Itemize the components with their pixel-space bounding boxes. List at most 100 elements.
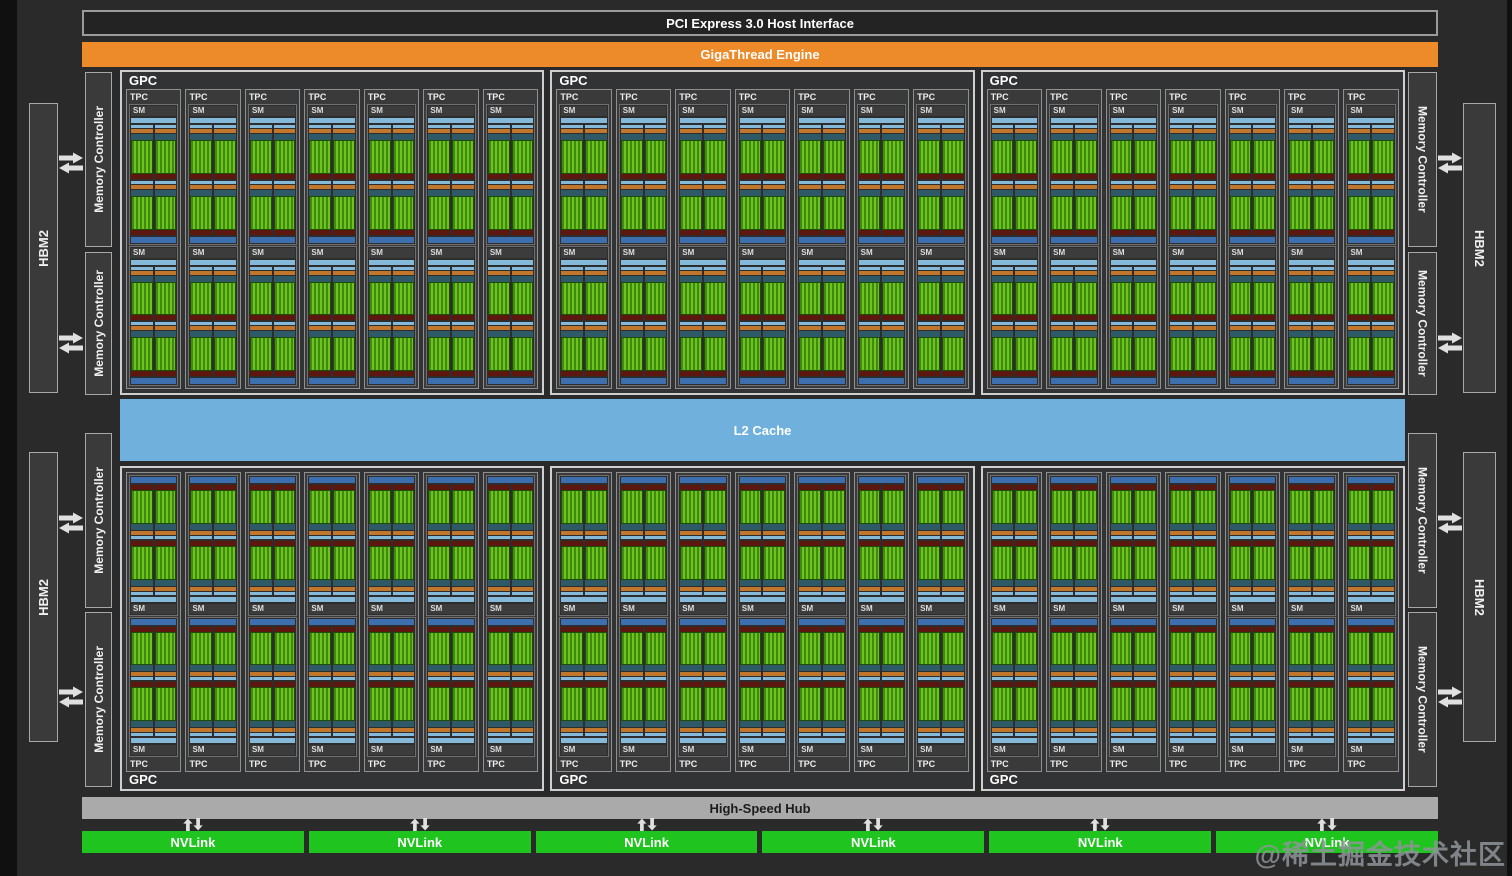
warp-scheduler-bar xyxy=(1193,530,1216,535)
l0-cache-bar xyxy=(1193,125,1216,128)
l0-cache-bar xyxy=(991,677,1014,681)
sm-processing-block xyxy=(487,626,510,681)
register-file-bar xyxy=(799,523,821,530)
core-array xyxy=(1015,687,1038,721)
sm-processing-block xyxy=(131,266,153,321)
sm-processing-row xyxy=(858,266,905,321)
l1-instruction-cache-bar xyxy=(487,118,534,123)
l0-cache-bar xyxy=(249,733,272,736)
warp-scheduler-bar xyxy=(561,672,584,677)
sm-processing-block xyxy=(1110,180,1133,235)
core-array xyxy=(620,140,643,174)
sm-processing-row xyxy=(1110,180,1157,235)
core-array xyxy=(585,140,607,174)
l0-cache-bar xyxy=(131,677,153,681)
l0-cache-bar xyxy=(1372,733,1394,736)
warp-scheduler-bar xyxy=(1134,184,1157,189)
register-file-bar xyxy=(882,721,905,727)
tpc-label: TPC xyxy=(619,759,638,769)
sm-processing-block xyxy=(704,682,726,736)
l1-instruction-cache-bar xyxy=(1229,118,1275,123)
sm-processing-row xyxy=(918,266,964,321)
load-store-bar xyxy=(858,682,881,688)
warp-scheduler-bar xyxy=(763,270,786,275)
core-array xyxy=(739,337,762,371)
register-file-bar xyxy=(1170,275,1192,282)
l0-cache-bar xyxy=(511,733,534,736)
register-file-bar xyxy=(561,579,584,586)
l0-cache-bar xyxy=(1289,322,1311,326)
l0-cache-bar xyxy=(249,266,272,270)
load-store-bar xyxy=(1253,540,1275,546)
warp-scheduler-bar xyxy=(154,270,177,275)
register-file-bar xyxy=(392,189,415,196)
l0-cache-bar xyxy=(249,322,272,326)
warp-scheduler-bar xyxy=(799,184,821,189)
texture-unit-bar xyxy=(368,236,415,243)
load-store-bar xyxy=(585,626,607,632)
l0-cache-bar xyxy=(704,535,726,539)
l0-cache-bar xyxy=(214,733,236,736)
l0-cache-bar xyxy=(858,125,881,128)
sm-processing-row xyxy=(1170,485,1216,539)
l1-instruction-cache-bar xyxy=(487,738,534,743)
sm-processing-row xyxy=(991,485,1038,539)
sm-processing-block xyxy=(941,322,964,376)
core-array xyxy=(273,545,296,580)
l0-cache-bar xyxy=(882,322,905,326)
l0-cache-bar xyxy=(561,733,584,736)
register-file-bar xyxy=(644,189,667,196)
warp-scheduler-bar xyxy=(1170,184,1192,189)
core-array xyxy=(644,337,667,371)
sm-block: SM xyxy=(366,104,417,245)
register-file-bar xyxy=(249,189,272,196)
l0-cache-bar xyxy=(392,322,415,326)
sm-processing-block xyxy=(1015,626,1038,681)
warp-scheduler-bar xyxy=(822,184,845,189)
core-array xyxy=(1074,545,1097,580)
sm-processing-row xyxy=(309,266,355,321)
load-store-bar xyxy=(1348,485,1371,490)
load-store-bar xyxy=(918,229,940,235)
warp-scheduler-bar xyxy=(309,326,332,331)
sm-processing-block xyxy=(1051,125,1073,179)
l0-cache-bar xyxy=(1134,591,1157,595)
warp-scheduler-bar xyxy=(704,270,726,275)
warp-scheduler-bar xyxy=(918,672,940,677)
sm-processing-block xyxy=(561,485,584,539)
l0-cache-bar xyxy=(392,677,415,681)
l0-cache-bar xyxy=(1015,591,1038,595)
hbm2-block: HBM2 xyxy=(29,103,58,393)
sm-processing-block xyxy=(763,180,786,235)
l1-instruction-cache-bar xyxy=(131,259,177,265)
sm-label: SM xyxy=(249,745,296,755)
sm-processing-block xyxy=(941,485,964,539)
tpc-label: TPC xyxy=(560,92,579,102)
sm-processing-block xyxy=(1253,682,1275,736)
nvlink-label: NVLink xyxy=(1304,834,1350,850)
sm-processing-block xyxy=(763,626,786,681)
sm-processing-block xyxy=(154,485,177,539)
core-array xyxy=(799,195,821,230)
sm-block: SM xyxy=(678,245,728,386)
l0-cache-bar xyxy=(561,180,584,184)
l0-cache-bar xyxy=(1193,322,1216,326)
core-array xyxy=(1289,140,1311,174)
warp-scheduler-bar xyxy=(704,728,726,732)
sm-processing-block xyxy=(392,626,415,681)
sm-processing-row xyxy=(799,540,845,595)
warp-scheduler-bar xyxy=(620,672,643,677)
memory-transfer-arrows-icon xyxy=(1436,332,1464,354)
register-file-bar xyxy=(273,189,296,196)
sm-label: SM xyxy=(799,603,845,614)
sm-processing-row xyxy=(858,485,905,539)
l1-instruction-cache-bar xyxy=(190,596,236,602)
sm-block: SM xyxy=(1168,245,1218,386)
warp-scheduler-bar xyxy=(1170,326,1192,331)
load-store-bar xyxy=(249,315,272,321)
register-file-bar xyxy=(452,275,474,282)
sm-processing-row xyxy=(680,682,726,736)
sm-processing-block xyxy=(368,540,391,595)
sm-block: SM xyxy=(618,475,669,616)
core-array xyxy=(1134,490,1157,524)
